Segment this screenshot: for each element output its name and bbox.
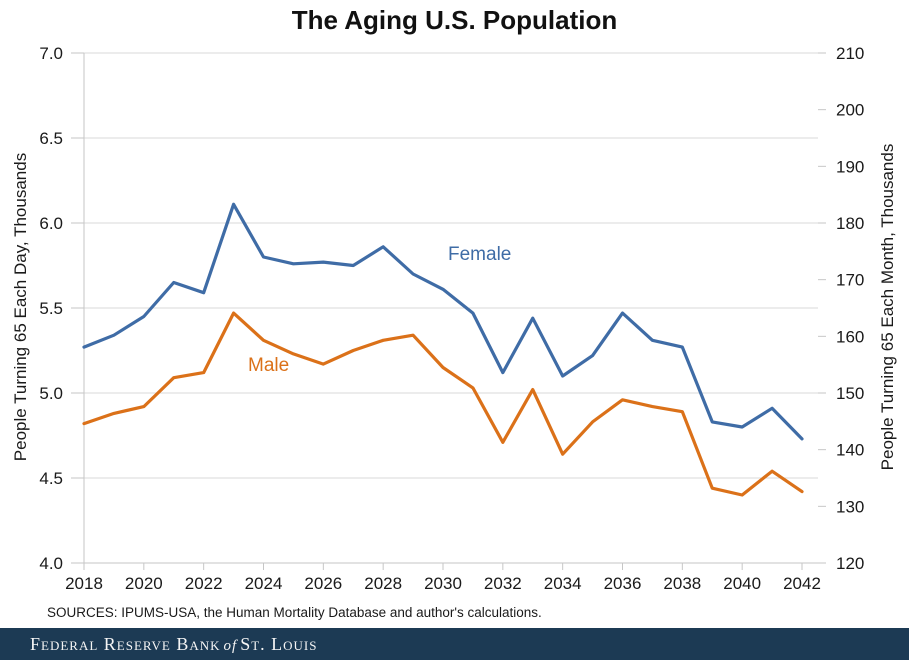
svg-text:5.0: 5.0 <box>39 384 63 403</box>
svg-text:6.0: 6.0 <box>39 214 63 233</box>
svg-text:2032: 2032 <box>484 574 522 593</box>
svg-text:2042: 2042 <box>783 574 821 593</box>
left-y-axis-title: People Turning 65 Each Day, Thousands <box>11 152 30 462</box>
svg-text:4.0: 4.0 <box>39 554 63 573</box>
svg-text:2028: 2028 <box>364 574 402 593</box>
footer-bar: Federal Reserve Bank of St. Louis <box>0 628 909 660</box>
footer-bank-name: Federal Reserve Bank of St. Louis <box>0 628 909 660</box>
footer-of-word: of <box>223 638 238 654</box>
svg-text:2040: 2040 <box>723 574 761 593</box>
svg-text:2034: 2034 <box>544 574 582 593</box>
svg-text:120: 120 <box>836 554 864 573</box>
svg-text:2038: 2038 <box>663 574 701 593</box>
svg-text:2022: 2022 <box>185 574 223 593</box>
svg-text:160: 160 <box>836 327 864 346</box>
svg-text:2018: 2018 <box>65 574 103 593</box>
svg-text:2024: 2024 <box>245 574 283 593</box>
svg-text:7.0: 7.0 <box>39 44 63 63</box>
footer-bank-prefix: Federal Reserve Bank <box>30 634 221 654</box>
svg-text:170: 170 <box>836 271 864 290</box>
svg-text:150: 150 <box>836 384 864 403</box>
svg-text:4.5: 4.5 <box>39 469 63 488</box>
svg-text:210: 210 <box>836 44 864 63</box>
source-note: SOURCES: IPUMS-USA, the Human Mortality … <box>47 605 542 620</box>
svg-text:200: 200 <box>836 101 864 120</box>
svg-text:2020: 2020 <box>125 574 163 593</box>
chart-title: The Aging U.S. Population <box>291 5 618 35</box>
svg-text:5.5: 5.5 <box>39 299 63 318</box>
svg-text:2030: 2030 <box>424 574 462 593</box>
svg-text:130: 130 <box>836 497 864 516</box>
svg-text:2026: 2026 <box>304 574 342 593</box>
svg-text:190: 190 <box>836 157 864 176</box>
svg-text:180: 180 <box>836 214 864 233</box>
male-series-label: Male <box>248 355 290 376</box>
svg-text:140: 140 <box>836 441 864 460</box>
footer-bank-suffix: St. Louis <box>240 634 318 654</box>
svg-text:6.5: 6.5 <box>39 129 63 148</box>
svg-text:2036: 2036 <box>604 574 642 593</box>
female-series-label: Female <box>448 244 512 265</box>
aging-population-line-chart: 7.0 6.5 6.0 5.5 5.0 4.5 4.0 210 200 190 180 170 160 1… <box>39 44 864 593</box>
right-y-axis-title: People Turning 65 Each Month, Thousands <box>878 143 897 471</box>
